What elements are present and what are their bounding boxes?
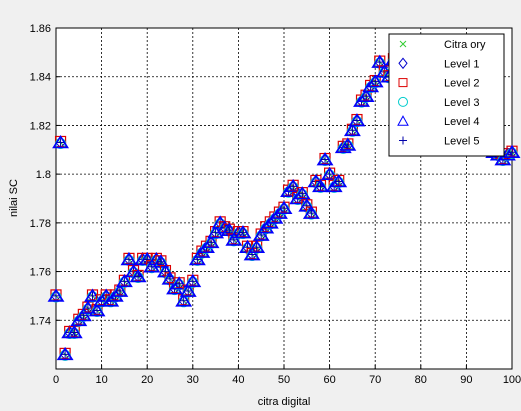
point-level-5: [334, 177, 343, 186]
legend: Citra ory Level 1 Level 2 Level 3 Level 4 Lev…: [388, 33, 505, 157]
legend-entry-label: Level 3: [444, 97, 479, 109]
x-tick-label: 80: [415, 374, 427, 386]
point-level-5: [375, 58, 384, 67]
legend-entry-label: Level 4: [444, 116, 479, 128]
y-tick-label: 1.76: [30, 267, 51, 279]
point-level-5: [207, 238, 216, 247]
point-level-5: [184, 287, 193, 296]
point-level-5: [289, 182, 298, 191]
x-tick-label: 10: [95, 374, 107, 386]
point-level-5: [238, 228, 247, 237]
point-level-5: [371, 77, 380, 86]
x-axis-label: citra digital: [258, 396, 311, 408]
point-level-5: [134, 272, 143, 281]
legend-plus-icon: [399, 136, 407, 145]
point-level-5: [252, 243, 261, 252]
point-level-5: [225, 226, 234, 235]
x-tick-label: 90: [460, 374, 472, 386]
x-tick-label: 70: [369, 374, 381, 386]
legend-diamond-icon: [398, 57, 408, 70]
point-level-5: [115, 287, 124, 296]
point-level-5: [325, 170, 334, 179]
legend-triangle-icon: [397, 115, 409, 126]
y-tick-label: 1.8: [36, 169, 51, 181]
point-level-5: [508, 148, 516, 157]
legend-entry-label: Level 1: [444, 58, 479, 70]
y-tick-label: 1.82: [30, 120, 51, 132]
legend-square-icon: [398, 78, 408, 88]
point-level-5: [52, 291, 60, 300]
point-level-5: [166, 274, 174, 283]
point-level-5: [175, 279, 184, 288]
point-level-5: [56, 138, 65, 147]
legend-circle-icon: [398, 96, 408, 107]
y-tick-label: 1.74: [30, 315, 51, 327]
y-axis-label: nilai SC: [8, 179, 20, 217]
point-level-5: [179, 296, 188, 305]
point-level-5: [93, 306, 102, 315]
point-level-5: [280, 204, 288, 213]
point-level-5: [156, 257, 165, 266]
point-level-5: [352, 116, 361, 125]
legend-x-icon: [399, 40, 407, 48]
point-level-5: [61, 350, 70, 359]
x-tick-label: 100: [503, 374, 521, 386]
point-level-5: [307, 209, 316, 218]
point-level-5: [362, 92, 371, 101]
y-tick-label: 1.86: [30, 23, 51, 35]
legend-entry-label: Level 2: [444, 78, 479, 90]
x-tick-label: 30: [187, 374, 199, 386]
x-tick-label: 20: [141, 374, 153, 386]
y-tick-label: 1.84: [30, 72, 51, 84]
y-tick-label: 1.78: [30, 218, 51, 230]
legend-entry-label: Level 5: [444, 136, 479, 148]
x-tick-label: 50: [278, 374, 290, 386]
x-tick-label: 40: [232, 374, 244, 386]
point-level-5: [124, 255, 133, 264]
point-level-5: [88, 291, 97, 300]
point-level-5: [348, 126, 357, 135]
point-level-5: [321, 155, 330, 164]
x-tick-label: 60: [323, 374, 335, 386]
x-tick-label: 0: [53, 374, 59, 386]
point-level-5: [83, 304, 92, 313]
point-level-5: [70, 328, 79, 337]
y-axis: 1.74 1.76 1.78 1.8 1.82 1.84 1.86: [30, 23, 60, 327]
point-level-5: [316, 182, 325, 191]
point-level-5: [120, 277, 129, 286]
grid: [56, 28, 512, 369]
point-level-5: [188, 277, 197, 286]
legend-box: [388, 33, 505, 157]
x-axis: 0 10 20 30 40 50 60 70 80 90 100: [53, 365, 521, 386]
point-level-5: [343, 140, 352, 149]
legend-entry-label: Citra ory: [444, 39, 486, 51]
point-level-5: [298, 189, 307, 198]
